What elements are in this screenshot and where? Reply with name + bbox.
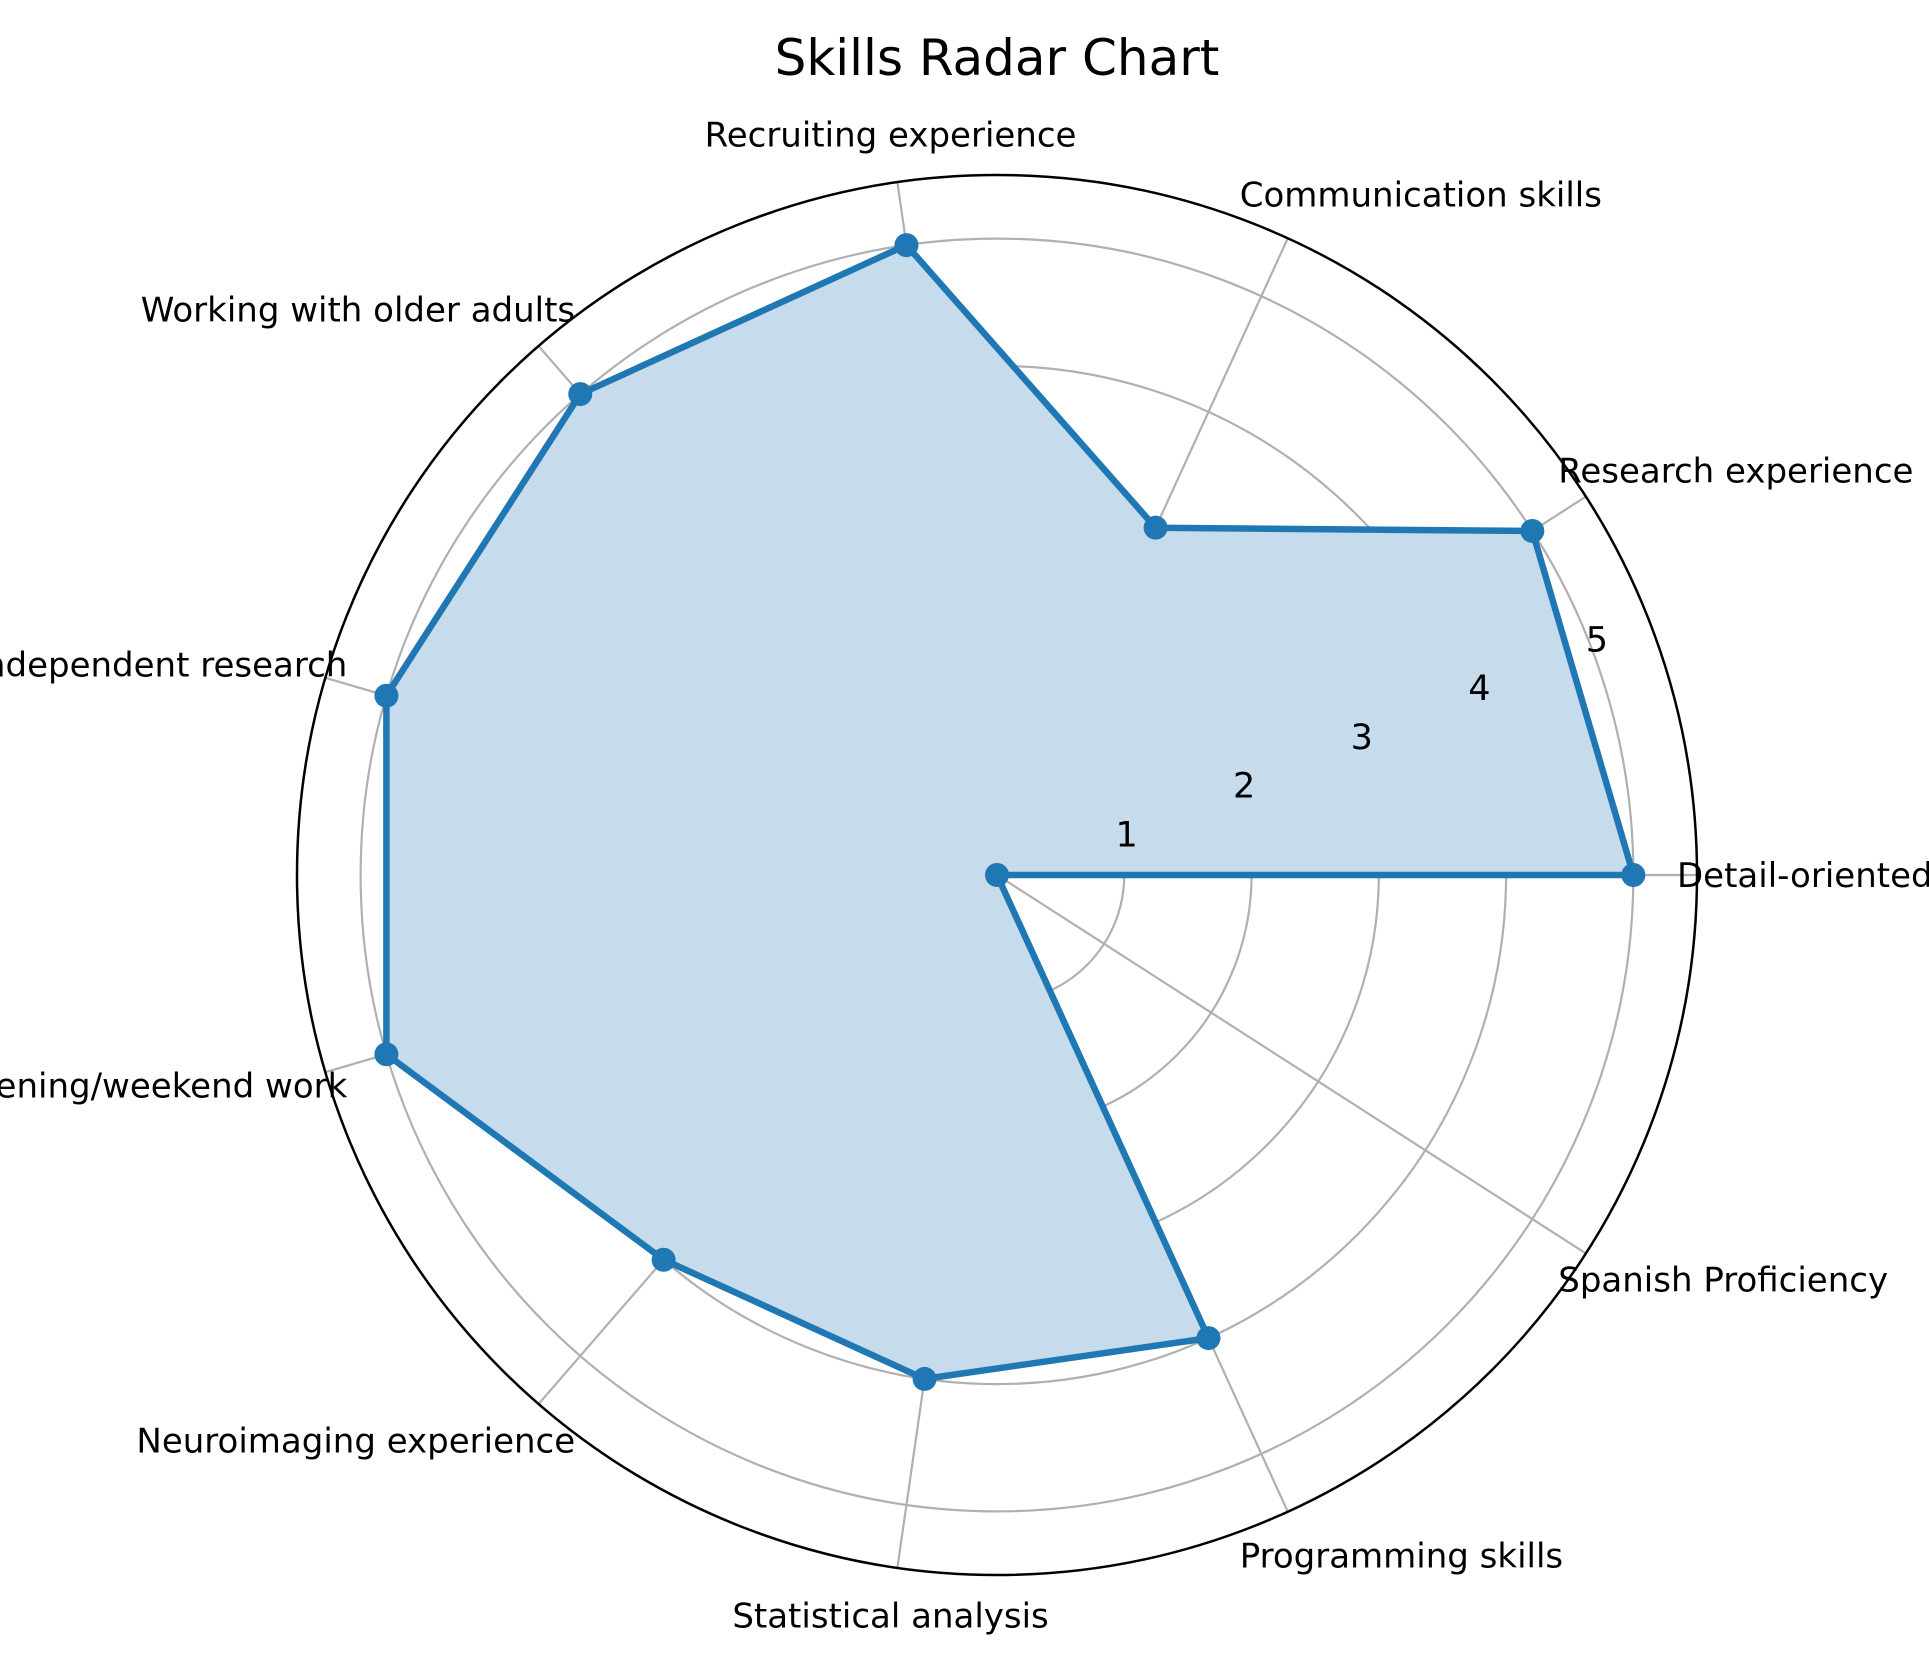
data-point-2 — [1143, 515, 1168, 540]
series-layer — [374, 233, 1646, 1391]
category-label-7: Neuroimaging experience — [136, 1421, 575, 1461]
radial-tick-label-1: 2 — [1233, 767, 1255, 807]
radial-tick-label-4: 5 — [1586, 620, 1608, 660]
data-point-8 — [912, 1366, 937, 1391]
data-point-9 — [1196, 1326, 1221, 1351]
category-label-10: Spanish Proficiency — [1558, 1260, 1888, 1300]
polar-frame — [295, 173, 1699, 1577]
category-label-4: Working with older adults — [141, 291, 575, 331]
category-label-3: Recruiting experience — [705, 116, 1077, 156]
category-label-8: Statistical analysis — [732, 1596, 1048, 1636]
data-point-1 — [1520, 518, 1545, 543]
category-label-9: Programming skills — [1240, 1536, 1563, 1576]
category-label-2: Communication skills — [1240, 176, 1602, 216]
data-point-5 — [374, 683, 399, 708]
radial-tick-label-0: 1 — [1115, 815, 1137, 855]
polar-frame-circle — [295, 173, 1699, 1577]
chart-title: Skills Radar Chart — [775, 29, 1220, 87]
data-point-0 — [1621, 863, 1646, 887]
data-point-10 — [985, 863, 1009, 887]
data-point-7 — [651, 1247, 676, 1272]
category-label-1: Research experience — [1558, 452, 1913, 492]
data-point-4 — [568, 382, 593, 407]
category-labels: Detail-oriented Research experience Commun… — [0, 116, 1929, 1637]
series-line — [383, 241, 1637, 1383]
radial-tick-labels: 1 2 3 4 5 — [1115, 620, 1608, 855]
category-label-0: Detail-oriented — [1677, 856, 1929, 896]
category-label-5: Independent research — [0, 645, 347, 685]
data-point-6 — [374, 1042, 399, 1067]
category-label-6: Evening/weekend work — [0, 1067, 348, 1107]
radial-tick-label-2: 3 — [1351, 718, 1373, 758]
angular-grid-line — [996, 874, 1587, 1255]
series-area — [386, 245, 1634, 1379]
radial-tick-label-3: 4 — [1468, 669, 1490, 709]
data-point-3 — [894, 233, 919, 258]
